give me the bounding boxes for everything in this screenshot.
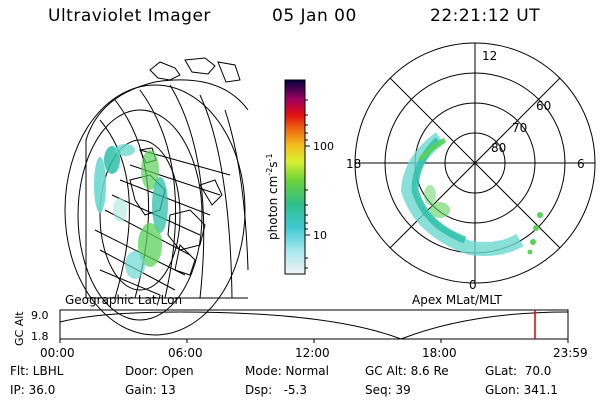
timeline-xtick-2359: 23:59 <box>553 346 588 360</box>
lat-label-80: 80 <box>491 141 506 155</box>
colorbar-tick-10: 10 <box>313 229 327 242</box>
info-filter: Flt: LBHL <box>10 364 64 378</box>
info-seq: Seq: 39 <box>365 383 411 397</box>
timeline-ticks <box>59 339 569 343</box>
mlt-label-0: 0 <box>469 278 477 292</box>
instrument-title: Ultraviolet Imager <box>48 6 211 26</box>
colorbar-tick-100: 100 <box>313 140 334 153</box>
time-label: 22:21:12 UT <box>430 6 541 26</box>
geographic-projection-label: Geographic Lat/Lon <box>65 293 182 307</box>
apex-projection-label: Apex MLat/MLT <box>412 293 502 307</box>
timeline-xtick-0600: 06:00 <box>168 346 203 360</box>
timeline-frame <box>59 309 569 340</box>
aurora-geographic <box>94 144 168 279</box>
timeline-xtick-1800: 18:00 <box>422 346 457 360</box>
info-dsp: Dsp: -5.3 <box>245 383 308 397</box>
timeline-ytick-9: 9.0 <box>31 309 49 322</box>
info-glon: GLon: 341.1 <box>485 383 558 397</box>
timeline-ytick-1.8: 1.8 <box>31 330 49 343</box>
info-ip: IP: 36.0 <box>10 383 56 397</box>
aurora-polar <box>400 132 543 256</box>
colorbar-ticks <box>305 99 310 269</box>
mlt-label-6: 6 <box>577 157 585 171</box>
info-mode: Mode: Normal <box>245 364 329 378</box>
lat-label-70: 70 <box>512 121 527 135</box>
date-label: 05 Jan 00 <box>272 6 357 26</box>
info-gc-alt: GC Alt: 8.6 Re <box>365 364 449 378</box>
info-gain: Gain: 13 <box>125 383 176 397</box>
timeline-axis-title: GC Alt <box>13 311 26 346</box>
lat-label-60: 60 <box>536 99 551 113</box>
altitude-curve <box>59 311 569 340</box>
mlt-label-12: 12 <box>482 49 497 63</box>
colorbar <box>284 79 306 275</box>
info-glat: GLat: 70.0 <box>485 364 552 378</box>
timeline-xtick-0000: 00:00 <box>40 346 75 360</box>
colorbar-unit-label: photon cm-2s-1 <box>265 153 280 240</box>
info-door: Door: Open <box>125 364 194 378</box>
mlt-label-18: 18 <box>346 157 361 171</box>
timeline-xtick-1200: 12:00 <box>295 346 330 360</box>
